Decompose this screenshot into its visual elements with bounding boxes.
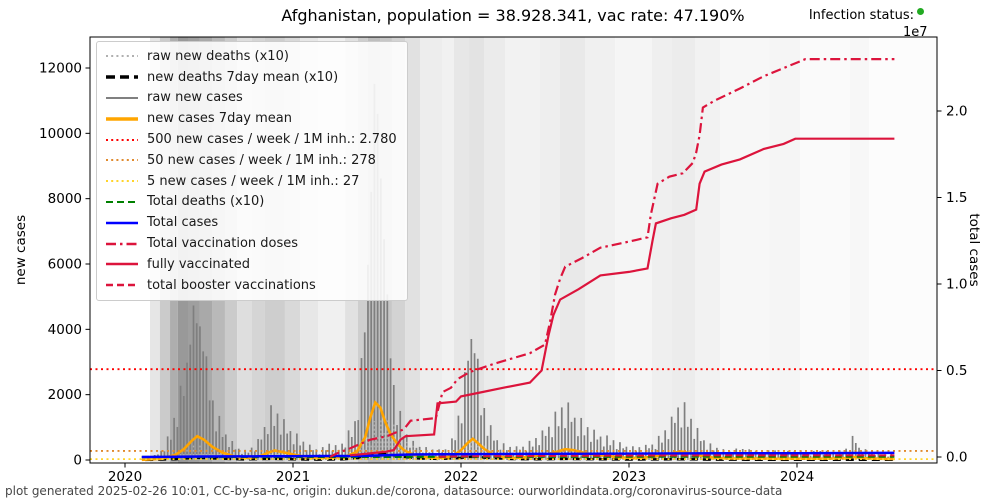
left-axis-label: new cases [13,214,29,286]
x-tick-label: 2023 [612,469,646,485]
series-total-booster-vaccinations [439,454,895,458]
legend-line-sample [106,283,138,287]
left-tick-label: 8000 [48,191,82,207]
x-tick-label: 2024 [780,469,814,485]
legend-line-sample [106,242,138,245]
infection-status-text: Infection status: [808,8,914,23]
x-tick-label: 2022 [444,469,478,485]
legend-item-label: new deaths 7day mean (x10) [147,69,339,85]
legend-item-label: Total vaccination doses [147,236,299,252]
legend-item-label: Total deaths (x10) [147,194,265,210]
legend-item: 500 new cases / week / 1M inh.: 2.780 [104,129,397,150]
right-tick-label: 1.0 [946,277,967,293]
legend-line-sample [106,180,138,183]
legend-item: Total cases [104,212,397,233]
legend-item: Total vaccination doses [104,233,397,254]
legend-line-sample [106,159,138,162]
legend-item: raw new cases [104,88,397,109]
legend: raw new deaths (x10) new deaths 7day mean… [96,41,408,301]
legend-item: 50 new cases / week / 1M inh.: 278 [104,150,397,171]
legend-line-sample [106,138,138,141]
chart-title: Afghanistan, population = 38.928.341, va… [281,6,745,25]
left-tick-label: 10000 [39,126,82,142]
right-tick-label: 0.0 [946,450,967,466]
legend-item-label: 500 new cases / week / 1M inh.: 2.780 [147,132,397,148]
legend-item-label: fully vaccinated [147,256,250,272]
axis-ticks: 0 2000 4000 6000 8000 10000 12000 0.0 0.5 1.0 1.5 2… [39,61,967,486]
legend-line-sample [106,221,138,225]
series-total-vaccination-doses [329,58,895,458]
legend-item-label: 50 new cases / week / 1M inh.: 278 [147,152,376,168]
legend-line-sample [106,263,138,266]
legend-item-label: raw new deaths (x10) [147,48,289,64]
legend-item-label: total booster vaccinations [147,277,316,293]
legend-item: 5 new cases / week / 1M inh.: 27 [104,171,397,192]
right-tick-label: 2.0 [946,104,967,120]
left-tick-label: 2000 [48,387,82,403]
legend-item-label: 5 new cases / week / 1M inh.: 27 [147,173,360,189]
infection-status-label: Infection status: [710,8,924,23]
status-dot-icon [917,8,924,15]
legend-item-label: Total cases [147,215,219,231]
right-axis-offset-label: 1e7 [903,25,928,40]
legend-item: fully vaccinated [104,254,397,275]
right-axis-label: total cases [966,213,982,287]
legend-item: new deaths 7day mean (x10) [104,67,397,88]
right-tick-label: 1.5 [946,190,967,206]
legend-line-sample [106,55,138,58]
legend-line-sample [106,96,138,99]
legend-item-label: new cases 7day mean [147,111,292,127]
left-tick-label: 0 [73,453,82,469]
legend-item: total booster vaccinations [104,275,397,296]
left-tick-label: 4000 [48,322,82,338]
right-tick-label: 0.5 [946,363,967,379]
footer-credit: plot generated 2025-02-26 10:01, CC-by-s… [5,484,783,498]
legend-item-label: raw new cases [147,90,243,106]
series-fully-vaccinated [349,137,895,457]
legend-line-sample [106,117,138,121]
left-tick-label: 6000 [48,257,82,273]
left-tick-label: 12000 [39,61,82,77]
legend-line-sample [106,200,138,203]
x-tick-label: 2021 [276,469,310,485]
legend-item: raw new deaths (x10) [104,46,397,67]
x-tick-label: 2020 [108,469,142,485]
series-total-cases [141,451,895,459]
legend-item: Total deaths (x10) [104,192,397,213]
legend-item: new cases 7day mean [104,108,397,129]
legend-line-sample [106,75,138,79]
plot-border [89,36,938,464]
series-new-cases-7day-mean [141,400,895,462]
